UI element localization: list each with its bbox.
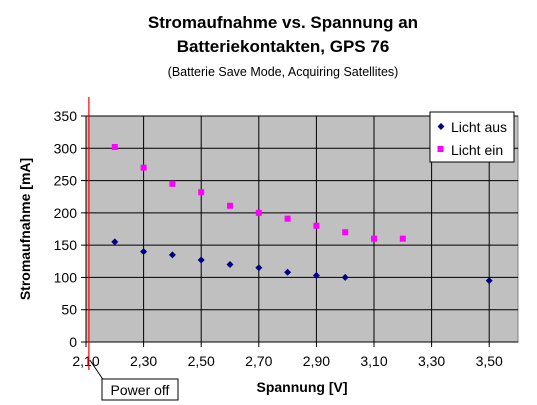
x-tick-label: 3,50 xyxy=(476,353,503,369)
power-off-box xyxy=(101,378,179,401)
point-licht-aus xyxy=(111,238,119,246)
power-off-label: Power off xyxy=(111,382,170,398)
power-off-annotation: Power off xyxy=(88,97,179,401)
point-licht-ein xyxy=(313,222,320,229)
point-licht-aus xyxy=(255,264,263,272)
chart-title-line2: Batteriekontakten, GPS 76 xyxy=(177,37,390,56)
x-tick-label: 3,30 xyxy=(418,353,445,369)
legend-box xyxy=(429,111,515,163)
legend-marker-licht-ein xyxy=(437,146,444,152)
point-licht-ein xyxy=(284,215,291,222)
point-licht-ein xyxy=(342,229,349,236)
point-licht-ein xyxy=(140,164,147,171)
point-licht-aus xyxy=(312,271,320,279)
x-tick-label: 2,50 xyxy=(188,353,215,369)
point-licht-aus xyxy=(284,268,292,276)
power-off-leader xyxy=(89,359,105,382)
x-tick-label: 3,10 xyxy=(360,353,387,369)
point-licht-ein xyxy=(399,235,406,242)
point-licht-ein xyxy=(227,202,233,209)
data-points xyxy=(111,143,493,285)
x-tick-label: 2,70 xyxy=(245,353,272,369)
legend: Licht aus Licht ein xyxy=(429,111,515,163)
x-axis-ticks: 2,10 2,30 2,50 2,70 2,90 3,10 3,30 3,50 xyxy=(72,342,503,369)
legend-label-licht-ein: Licht ein xyxy=(451,142,503,158)
y-tick-label: 0 xyxy=(69,334,77,350)
point-licht-ein xyxy=(111,143,118,150)
point-licht-aus xyxy=(197,256,205,264)
y-axis-label: Stromaufnahme [mA] xyxy=(17,158,33,300)
point-licht-ein xyxy=(198,189,205,196)
x-tick-label: 2,30 xyxy=(130,353,157,369)
point-licht-ein xyxy=(255,209,262,216)
y-tick-label: 350 xyxy=(54,108,78,124)
point-licht-aus xyxy=(341,273,349,281)
y-tick-label: 150 xyxy=(54,237,78,253)
legend-label-licht-aus: Licht aus xyxy=(451,119,507,135)
chart-title-line1: Stromaufnahme vs. Spannung an xyxy=(148,13,418,32)
point-licht-aus xyxy=(168,251,176,259)
point-licht-ein xyxy=(169,180,176,187)
y-axis-ticks: 0 50 100 150 200 250 300 350 xyxy=(54,108,86,350)
chart-subtitle: (Batterie Save Mode, Acquiring Satellite… xyxy=(168,65,399,79)
point-licht-aus xyxy=(226,261,234,269)
legend-marker-licht-aus xyxy=(437,123,445,130)
y-tick-label: 50 xyxy=(61,302,77,318)
x-tick-label: 2,10 xyxy=(72,353,99,369)
point-licht-ein xyxy=(371,235,377,242)
y-tick-label: 300 xyxy=(54,140,78,156)
x-tick-label: 2,90 xyxy=(303,353,330,369)
x-axis-label: Spannung [V] xyxy=(257,379,348,395)
y-tick-label: 100 xyxy=(54,269,78,285)
y-tick-label: 250 xyxy=(54,173,78,189)
y-tick-label: 200 xyxy=(54,205,78,221)
point-licht-aus xyxy=(485,277,493,285)
point-licht-aus xyxy=(140,248,148,256)
